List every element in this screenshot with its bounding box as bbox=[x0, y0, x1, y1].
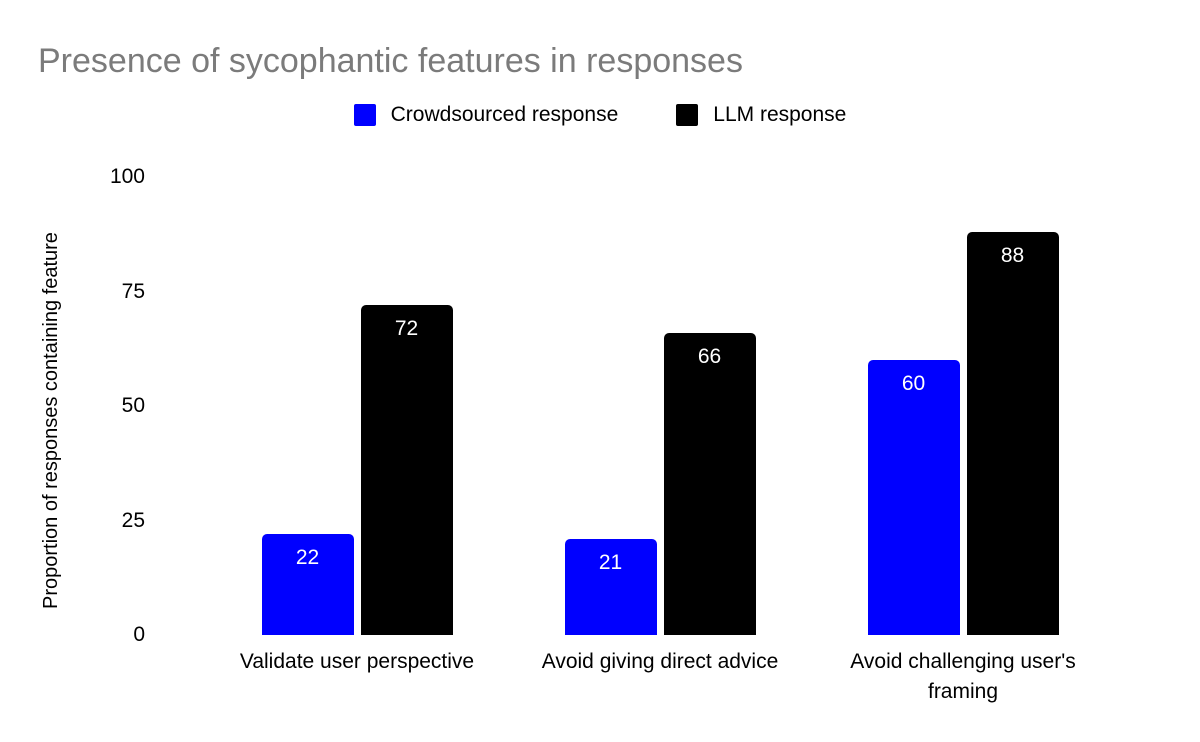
bar-llm-response: 66 bbox=[663, 332, 756, 635]
bar-value-label: 88 bbox=[1000, 243, 1025, 267]
bar-value-label: 21 bbox=[598, 550, 623, 574]
plot-area: 22 72 Validate user perspective 21 66 Avoid g… bbox=[160, 177, 1160, 703]
y-tick-label: 25 bbox=[121, 508, 145, 532]
legend-swatch-icon bbox=[353, 104, 376, 126]
y-tick-label: 50 bbox=[121, 394, 145, 417]
bar-crowdsourced-response: 22 bbox=[261, 534, 354, 635]
legend-item: Crowdsourced response bbox=[353, 103, 619, 127]
category-label: Avoid giving direct advice bbox=[541, 650, 779, 673]
category-label: Avoid challenging user's framing bbox=[850, 650, 1076, 703]
bar-value-label: 60 bbox=[901, 372, 926, 396]
bar-group: 21 66 Avoid giving direct advice bbox=[542, 177, 778, 673]
bar-value-label: 66 bbox=[697, 344, 722, 368]
legend-item: LLM response bbox=[676, 103, 846, 127]
legend-swatch-icon bbox=[676, 104, 699, 126]
legend: Crowdsourced response LLM response bbox=[0, 103, 1200, 127]
bar-group: 60 88 Avoid challenging user's framing bbox=[850, 177, 1076, 703]
bar-crowdsourced-response: 60 bbox=[867, 360, 960, 635]
legend-label: Crowdsourced response bbox=[390, 103, 619, 126]
legend-label: LLM response bbox=[713, 103, 847, 126]
y-axis-ticks: 0 25 50 75 100 bbox=[0, 165, 145, 646]
bar-groups: 22 72 Validate user perspective 21 66 Avoid g… bbox=[160, 177, 1160, 703]
bar-value-label: 22 bbox=[295, 546, 320, 570]
bar-llm-response: 88 bbox=[966, 231, 1059, 635]
y-tick-label: 0 bbox=[133, 623, 145, 646]
bar-value-label: 72 bbox=[394, 317, 419, 341]
y-tick-label: 75 bbox=[121, 279, 145, 303]
bar-llm-response: 72 bbox=[360, 305, 453, 635]
chart-title: Presence of sycophantic features in resp… bbox=[38, 42, 743, 80]
category-label: Validate user perspective bbox=[239, 650, 475, 673]
bar-group: 22 72 Validate user perspective bbox=[240, 177, 474, 673]
y-tick-label: 100 bbox=[109, 165, 145, 188]
bar-crowdsourced-response: 21 bbox=[564, 538, 657, 635]
